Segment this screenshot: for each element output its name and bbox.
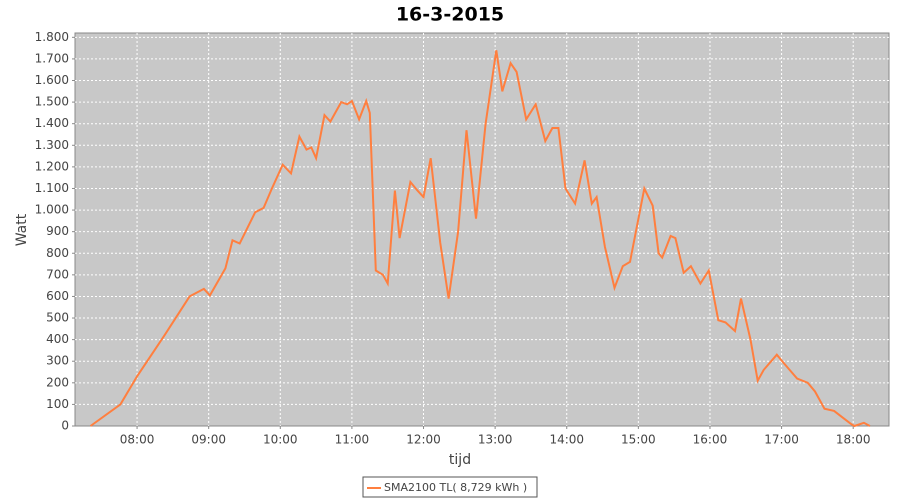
x-tick-label: 10:00 <box>263 433 298 447</box>
y-tick-label: 400 <box>46 332 69 346</box>
y-tick-label: 600 <box>46 289 69 303</box>
y-tick-label: 900 <box>46 224 69 238</box>
y-tick-label: 500 <box>46 311 69 325</box>
y-tick-label: 1.800 <box>35 30 69 44</box>
x-axis-title: tijd <box>449 452 471 468</box>
y-tick-label: 300 <box>46 354 69 368</box>
x-tick-label: 14:00 <box>549 433 584 447</box>
chart-title: 16-3-2015 <box>396 4 504 26</box>
x-tick-label: 09:00 <box>191 433 226 447</box>
x-tick-label: 13:00 <box>478 433 513 447</box>
x-tick-label: 16:00 <box>693 433 728 447</box>
y-tick-label: 700 <box>46 267 69 281</box>
y-tick-label: 100 <box>46 397 69 411</box>
x-tick-label: 18:00 <box>836 433 871 447</box>
y-tick-label: 1.000 <box>35 203 69 217</box>
legend <box>362 476 538 498</box>
x-tick-label: 17:00 <box>764 433 799 447</box>
y-tick-label: 1.300 <box>35 138 69 152</box>
y-tick-label: 0 <box>61 419 69 433</box>
y-tick-label: 1.400 <box>35 116 69 130</box>
x-tick-label: 08:00 <box>120 433 155 447</box>
y-tick-label: 1.500 <box>35 95 69 109</box>
y-axis-title: Watt <box>14 213 30 246</box>
y-tick-label: 1.100 <box>35 181 69 195</box>
y-tick-label: 1.700 <box>35 51 69 65</box>
y-tick-label: 1.600 <box>35 73 69 87</box>
y-tick-label: 200 <box>46 375 69 389</box>
y-tick-label: 1.200 <box>35 159 69 173</box>
x-tick-label: 11:00 <box>335 433 370 447</box>
x-tick-label: 12:00 <box>406 433 441 447</box>
y-tick-label: 800 <box>46 246 69 260</box>
x-tick-label: 15:00 <box>621 433 656 447</box>
data-line <box>89 50 871 428</box>
legend-label: SMA2100 TL( 8,729 kWh ) <box>384 481 527 494</box>
